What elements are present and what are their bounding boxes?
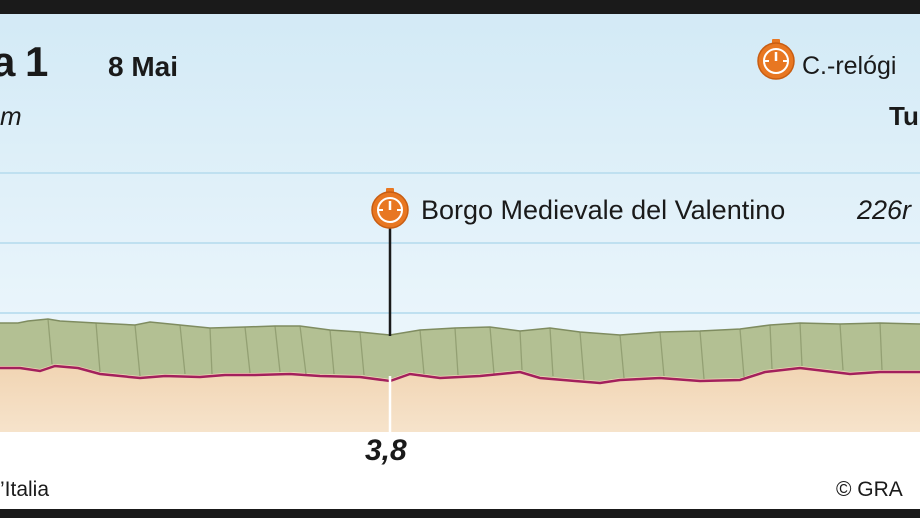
elevation-profile-line bbox=[0, 364, 920, 385]
checkpoint-name: Borgo Medievale del Valentino bbox=[421, 195, 786, 225]
stopwatch-icon bbox=[757, 39, 795, 80]
stage-type-label: C.-relógi bbox=[802, 52, 897, 80]
stage-title: a 1 bbox=[0, 38, 48, 85]
top-border bbox=[0, 0, 920, 14]
distance-label: m bbox=[0, 101, 22, 131]
checkpoint-stopwatch-icon bbox=[371, 188, 409, 229]
source-credit: ’Italia bbox=[0, 478, 50, 501]
terrain-ribbon bbox=[0, 319, 920, 381]
terrain-facets bbox=[47, 318, 883, 381]
bottom-border bbox=[0, 509, 920, 518]
altitude-gridlines bbox=[0, 172, 920, 314]
finish-city-label: Tu bbox=[889, 101, 919, 131]
profile-canvas bbox=[0, 14, 920, 432]
checkpoint-altitude: 226r bbox=[857, 195, 912, 225]
copyright-credit: © GRA bbox=[836, 478, 903, 501]
checkpoint-km-label: 3,8 bbox=[365, 434, 407, 467]
stage-date: 8 Mai bbox=[108, 51, 179, 82]
